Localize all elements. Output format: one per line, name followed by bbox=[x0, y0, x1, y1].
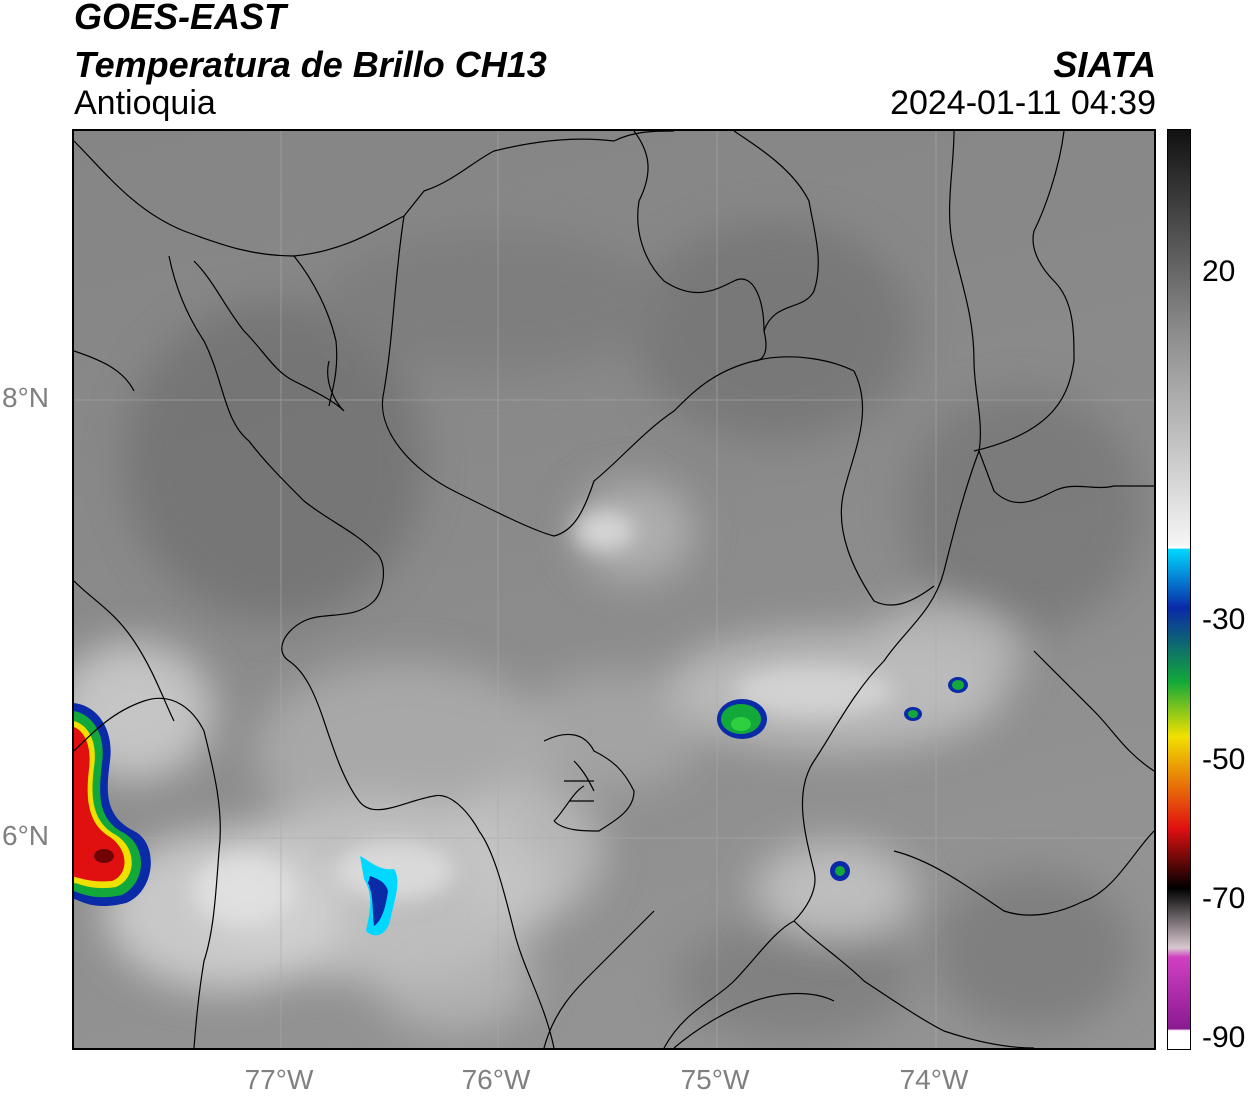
colorbar-tick-20: 20 bbox=[1202, 255, 1236, 288]
colorbar-tick-minus70: -70 bbox=[1202, 882, 1246, 915]
boundaries bbox=[74, 131, 1154, 1048]
region-label: Antioquia bbox=[74, 84, 216, 122]
timestamp-label: 2024-01-11 04:39 bbox=[890, 84, 1156, 122]
colorbar-tick-minus30: -30 bbox=[1202, 603, 1246, 636]
lat-label-8n: 8°N bbox=[2, 382, 49, 413]
brightness-temperature-image bbox=[74, 131, 1154, 1048]
colorbar-tick-minus90: -90 bbox=[1202, 1021, 1246, 1054]
storm-cell-central bbox=[360, 856, 398, 936]
satellite-map bbox=[72, 129, 1156, 1050]
lon-label-75w: 75°W bbox=[680, 1064, 750, 1095]
lat-label-6n: 6°N bbox=[2, 820, 49, 851]
channel-title: Temperatura de Brillo CH13 bbox=[74, 44, 547, 85]
product-title: GOES-EAST bbox=[74, 0, 287, 37]
lon-label-77w: 77°W bbox=[244, 1064, 314, 1095]
colorbar bbox=[1167, 129, 1191, 1050]
storm-cell-east-large bbox=[717, 699, 767, 739]
colorbar-tick-minus50: -50 bbox=[1202, 743, 1246, 776]
storm-cell-west bbox=[74, 703, 151, 907]
organization-label: SIATA bbox=[1053, 44, 1156, 85]
lon-label-76w: 76°W bbox=[461, 1064, 531, 1095]
lon-label-74w: 74°W bbox=[899, 1064, 969, 1095]
storm-cell-small bbox=[830, 677, 968, 881]
